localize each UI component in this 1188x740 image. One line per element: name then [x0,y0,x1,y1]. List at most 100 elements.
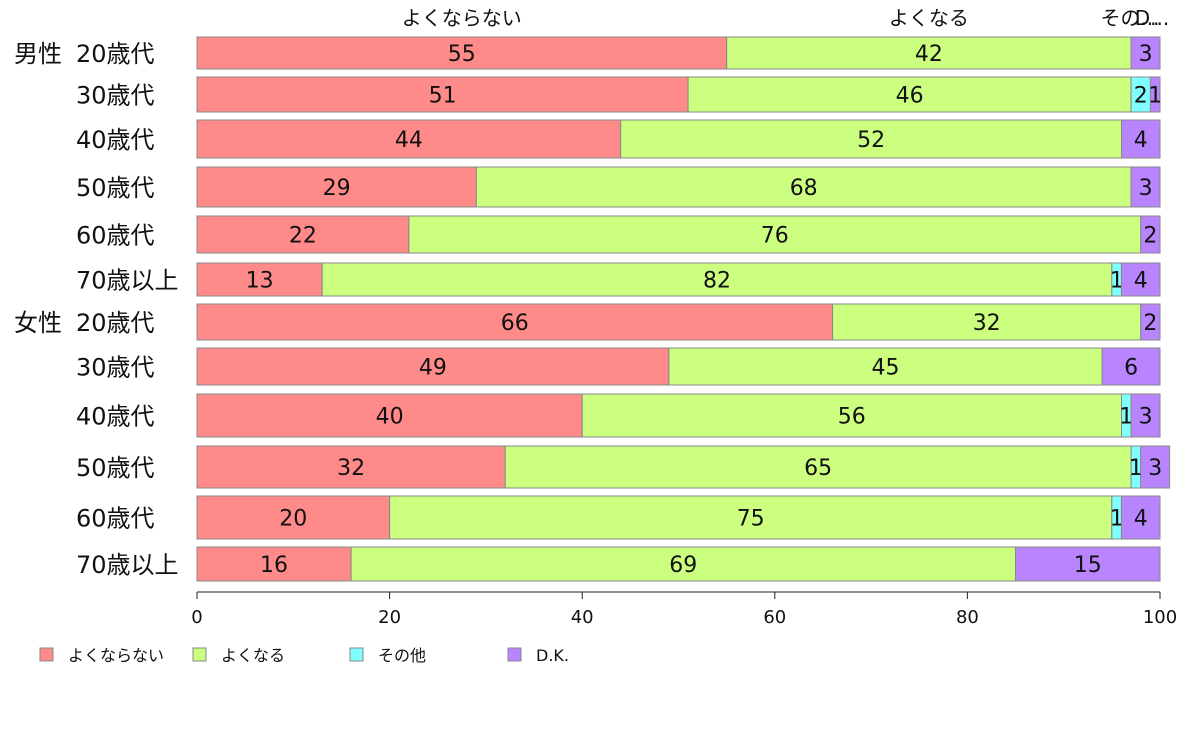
data-label: 4 [1134,269,1148,294]
series-top-label: その... [1100,6,1159,30]
data-label: 45 [872,356,900,381]
data-label: 22 [289,224,317,249]
bar-segment [1101,347,1161,386]
bar-segment [196,262,323,297]
group-label: 男性 [14,40,62,68]
data-label: 51 [429,84,457,109]
data-label: 1 [1110,269,1124,294]
bar-segment [196,546,352,582]
data-label: 2 [1134,84,1148,109]
data-label: 29 [323,176,351,201]
data-label: 32 [337,456,365,481]
data-label: 3 [1139,405,1153,430]
bar-segment [1121,262,1161,297]
data-label: 68 [790,176,818,201]
data-label: 69 [669,553,697,578]
data-label: 52 [857,128,885,153]
group-label: 女性 [14,309,62,337]
bar-segment [196,303,834,341]
data-label: 40 [376,405,404,430]
bar-segment [726,36,1132,70]
bar-segment [196,445,506,489]
data-label: 66 [501,311,529,336]
bar-segment [1140,303,1161,341]
data-label: 3 [1139,176,1153,201]
bar-segment [196,393,583,438]
data-label: 2 [1143,224,1157,249]
data-label: 49 [419,356,447,381]
bar-segment [196,166,477,208]
data-label: 56 [838,405,866,430]
data-label: 32 [973,311,1001,336]
data-label: 55 [448,42,476,67]
data-label: 20 [279,507,307,532]
data-label: 16 [260,553,288,578]
bar-segment [196,495,391,540]
series-top-label: よくなる [889,6,969,30]
category-label: 60歳代 [76,222,155,250]
data-label: 3 [1139,42,1153,67]
bar-segment [1121,119,1161,159]
category-label: 20歳代 [76,309,155,337]
bar-segment [196,215,410,254]
data-label: 6 [1124,356,1138,381]
category-label: 50歳代 [76,454,155,482]
bar-segment [581,393,1122,438]
legend-swatch [349,647,364,662]
x-tick-label: 60 [763,607,786,628]
x-tick-label: 0 [191,607,202,628]
bar-segment [196,36,728,70]
legend-swatch [507,647,522,662]
data-label: 1 [1129,456,1143,481]
legend-swatch [39,647,54,662]
category-label: 30歳代 [76,354,155,382]
legend-swatch [192,647,207,662]
category-label: 70歳以上 [76,267,179,295]
data-label: 4 [1134,507,1148,532]
legend-label: その他 [378,646,426,665]
bar-segment [668,347,1103,386]
bar-segment [196,119,622,159]
bar-segment [1130,166,1161,208]
data-label: 4 [1134,128,1148,153]
bar-segment [1140,445,1171,489]
category-label: 50歳代 [76,174,155,202]
data-label: 42 [915,42,943,67]
bar-segment [687,76,1132,113]
data-label: 1 [1119,405,1133,430]
data-label: 76 [761,224,789,249]
bar-segment [832,303,1142,341]
data-label: 65 [804,456,832,481]
data-label: 46 [896,84,924,109]
bar-segment [1121,495,1161,540]
data-label: 13 [246,269,274,294]
bar-segment [1140,215,1161,254]
legend-label: D.K. [536,646,569,665]
bar-segment [1149,76,1161,113]
bar-segment [321,262,1113,297]
data-label: 75 [737,507,765,532]
legend-label: よくなる [221,646,285,665]
bar-segment [620,119,1122,159]
bar-segment [389,495,1113,540]
bar-segment [475,166,1132,208]
category-label: 40歳代 [76,126,155,154]
data-label: 82 [703,269,731,294]
category-label: 60歳代 [76,505,155,533]
bar-segment [350,546,1017,582]
x-tick-label: 80 [956,607,979,628]
x-tick-label: 20 [378,607,401,628]
legend-label: よくならない [68,646,164,665]
data-label: 1 [1148,84,1162,109]
data-label: 44 [395,128,423,153]
data-label: 1 [1110,507,1124,532]
bar-segment [1130,36,1161,70]
data-label: 15 [1074,553,1102,578]
series-top-label: D... [1135,6,1169,30]
bar-segment [196,76,689,113]
bar-segment [1130,393,1161,438]
series-top-label: よくならない [402,6,522,30]
data-label: 2 [1143,311,1157,336]
